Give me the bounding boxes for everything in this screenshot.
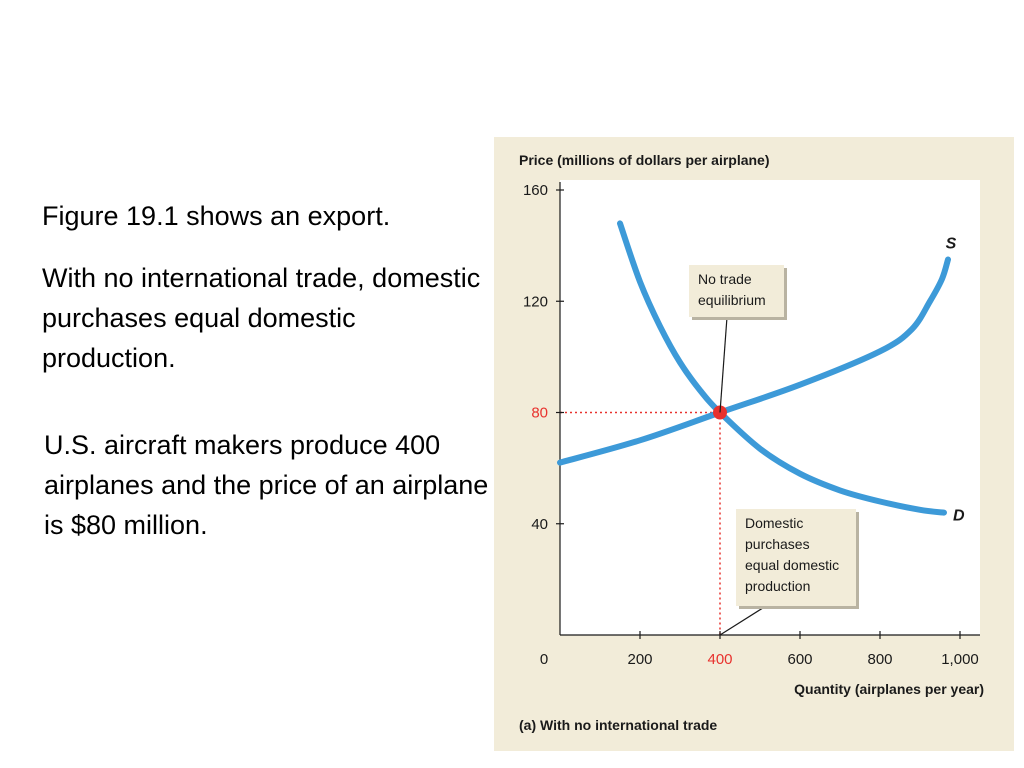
x-tick-label: 200	[627, 651, 652, 668]
series-line-s	[557, 256, 951, 466]
chart-annotation-layer: No trade equilibrium Domestic purchases equa…	[689, 265, 859, 636]
annotation-text-no-trade-equilibrium: No trade	[698, 271, 752, 287]
slide-text-intro: Figure 19.1 shows an export.	[42, 201, 391, 231]
annotation-text-domestic-purchases: production	[745, 578, 810, 594]
chart-caption: (a) With no international trade	[519, 717, 717, 733]
series-label-s: S	[946, 236, 957, 253]
annotation-text-domestic-purchases: equal domestic	[745, 557, 839, 573]
y-tick-label: 160	[523, 182, 548, 199]
y-tick-label: 40	[531, 516, 548, 533]
y-tick-label: 80	[531, 405, 548, 422]
x-tick-label: 600	[787, 651, 812, 668]
chart-axes: 40 80 120 160 0 200 400 600 800 1,000	[523, 182, 980, 668]
series-label-d: D	[953, 508, 965, 525]
chart-figure: 40 80 120 160 0 200 400 600 800 1,000 S D No trade…	[494, 137, 1014, 751]
annotation-box-domestic-purchases	[736, 509, 856, 606]
slide-text-no-trade: With no international trade, domestic pu…	[42, 263, 481, 373]
series-line-d	[617, 220, 947, 516]
slide-text-production: U.S. aircraft makers produce 400 airplan…	[44, 430, 489, 540]
equilibrium-guides	[560, 411, 721, 635]
annotation-text-domestic-purchases: Domestic	[745, 515, 803, 531]
annotation-text-domestic-purchases: purchases	[745, 536, 810, 552]
x-tick-label: 1,000	[941, 651, 979, 668]
annotation-leader-domestic-purchases	[719, 605, 767, 636]
y-axis-label: Price (millions of dollars per airplane)	[519, 152, 770, 168]
y-tick-label: 120	[523, 293, 548, 310]
x-tick-label: 400	[707, 651, 732, 668]
chart-svg: 40 80 120 160 0 200 400 600 800 1,000 S D No trade…	[494, 137, 1014, 751]
annotation-box-no-trade-equilibrium	[689, 265, 784, 317]
x-axis-label: Quantity (airplanes per year)	[794, 681, 984, 697]
annotation-leader-no-trade-equilibrium	[719, 316, 728, 413]
x-tick-label: 800	[867, 651, 892, 668]
x-tick-label: 0	[540, 651, 548, 668]
annotation-text-no-trade-equilibrium: equilibrium	[698, 292, 766, 308]
